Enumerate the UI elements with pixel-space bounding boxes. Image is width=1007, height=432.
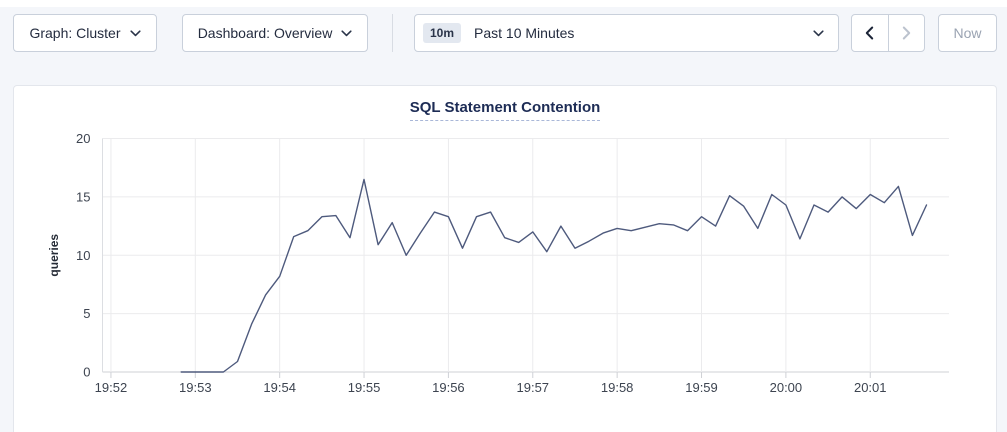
x-tick-label: 19:54 [263, 380, 296, 395]
x-tick-label: 19:55 [348, 380, 381, 395]
queries-series-line [180, 178, 928, 373]
x-tick-label: 19:59 [685, 380, 718, 395]
x-tick-label: 20:01 [854, 380, 887, 395]
y-tick-label: 15 [76, 189, 90, 204]
y-axis-label: queries [47, 234, 61, 277]
top-header-strip [0, 0, 1007, 7]
dashboard-dropdown[interactable]: Dashboard: Overview [182, 14, 368, 52]
time-step-control [851, 14, 925, 52]
time-preset-badge: 10m [423, 23, 462, 43]
dashboard-dropdown-label: Dashboard: Overview [197, 25, 333, 41]
time-range-picker[interactable]: 10m Past 10 Minutes [414, 14, 839, 52]
y-tick-label: 5 [83, 306, 90, 321]
chevron-down-icon [341, 29, 352, 37]
chart-card: SQL Statement Contention 0 5 10 15 20 19:52 19… [13, 85, 997, 432]
chart-title[interactable]: SQL Statement Contention [409, 99, 601, 121]
y-tick-label: 10 [76, 248, 90, 263]
chevron-left-icon [865, 26, 874, 40]
y-tick-label: 0 [83, 365, 90, 380]
x-tick-label: 20:00 [770, 380, 803, 395]
sql-contention-chart[interactable]: 0 5 10 15 20 19:52 19:53 19:54 19:55 19:56 19:57 19… [14, 86, 998, 416]
x-tick-label: 19:56 [432, 380, 465, 395]
x-tick-label: 19:52 [95, 380, 128, 395]
now-button-label: Now [953, 25, 982, 41]
y-tick-label: 20 [76, 131, 90, 146]
x-tick-label: 19:57 [517, 380, 550, 395]
x-tick-label: 19:53 [179, 380, 212, 395]
time-range-label: Past 10 Minutes [474, 25, 575, 41]
now-button[interactable]: Now [938, 14, 997, 52]
chevron-right-icon [902, 26, 911, 40]
graph-dropdown[interactable]: Graph: Cluster [13, 14, 157, 52]
time-forward-button[interactable] [887, 15, 925, 51]
chart-title-row: SQL Statement Contention [14, 86, 996, 121]
x-tick-label: 19:58 [601, 380, 634, 395]
time-back-button[interactable] [852, 15, 888, 51]
chevron-down-icon [813, 29, 824, 37]
toolbar-divider [392, 14, 393, 52]
graph-dropdown-label: Graph: Cluster [29, 25, 121, 41]
chevron-down-icon [129, 29, 141, 37]
